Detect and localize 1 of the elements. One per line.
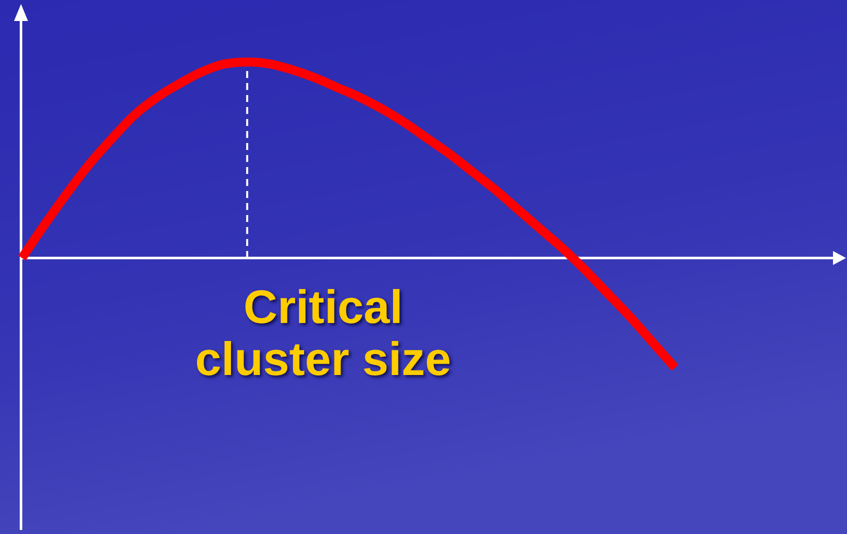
annotation: Critical cluster size <box>195 280 452 385</box>
